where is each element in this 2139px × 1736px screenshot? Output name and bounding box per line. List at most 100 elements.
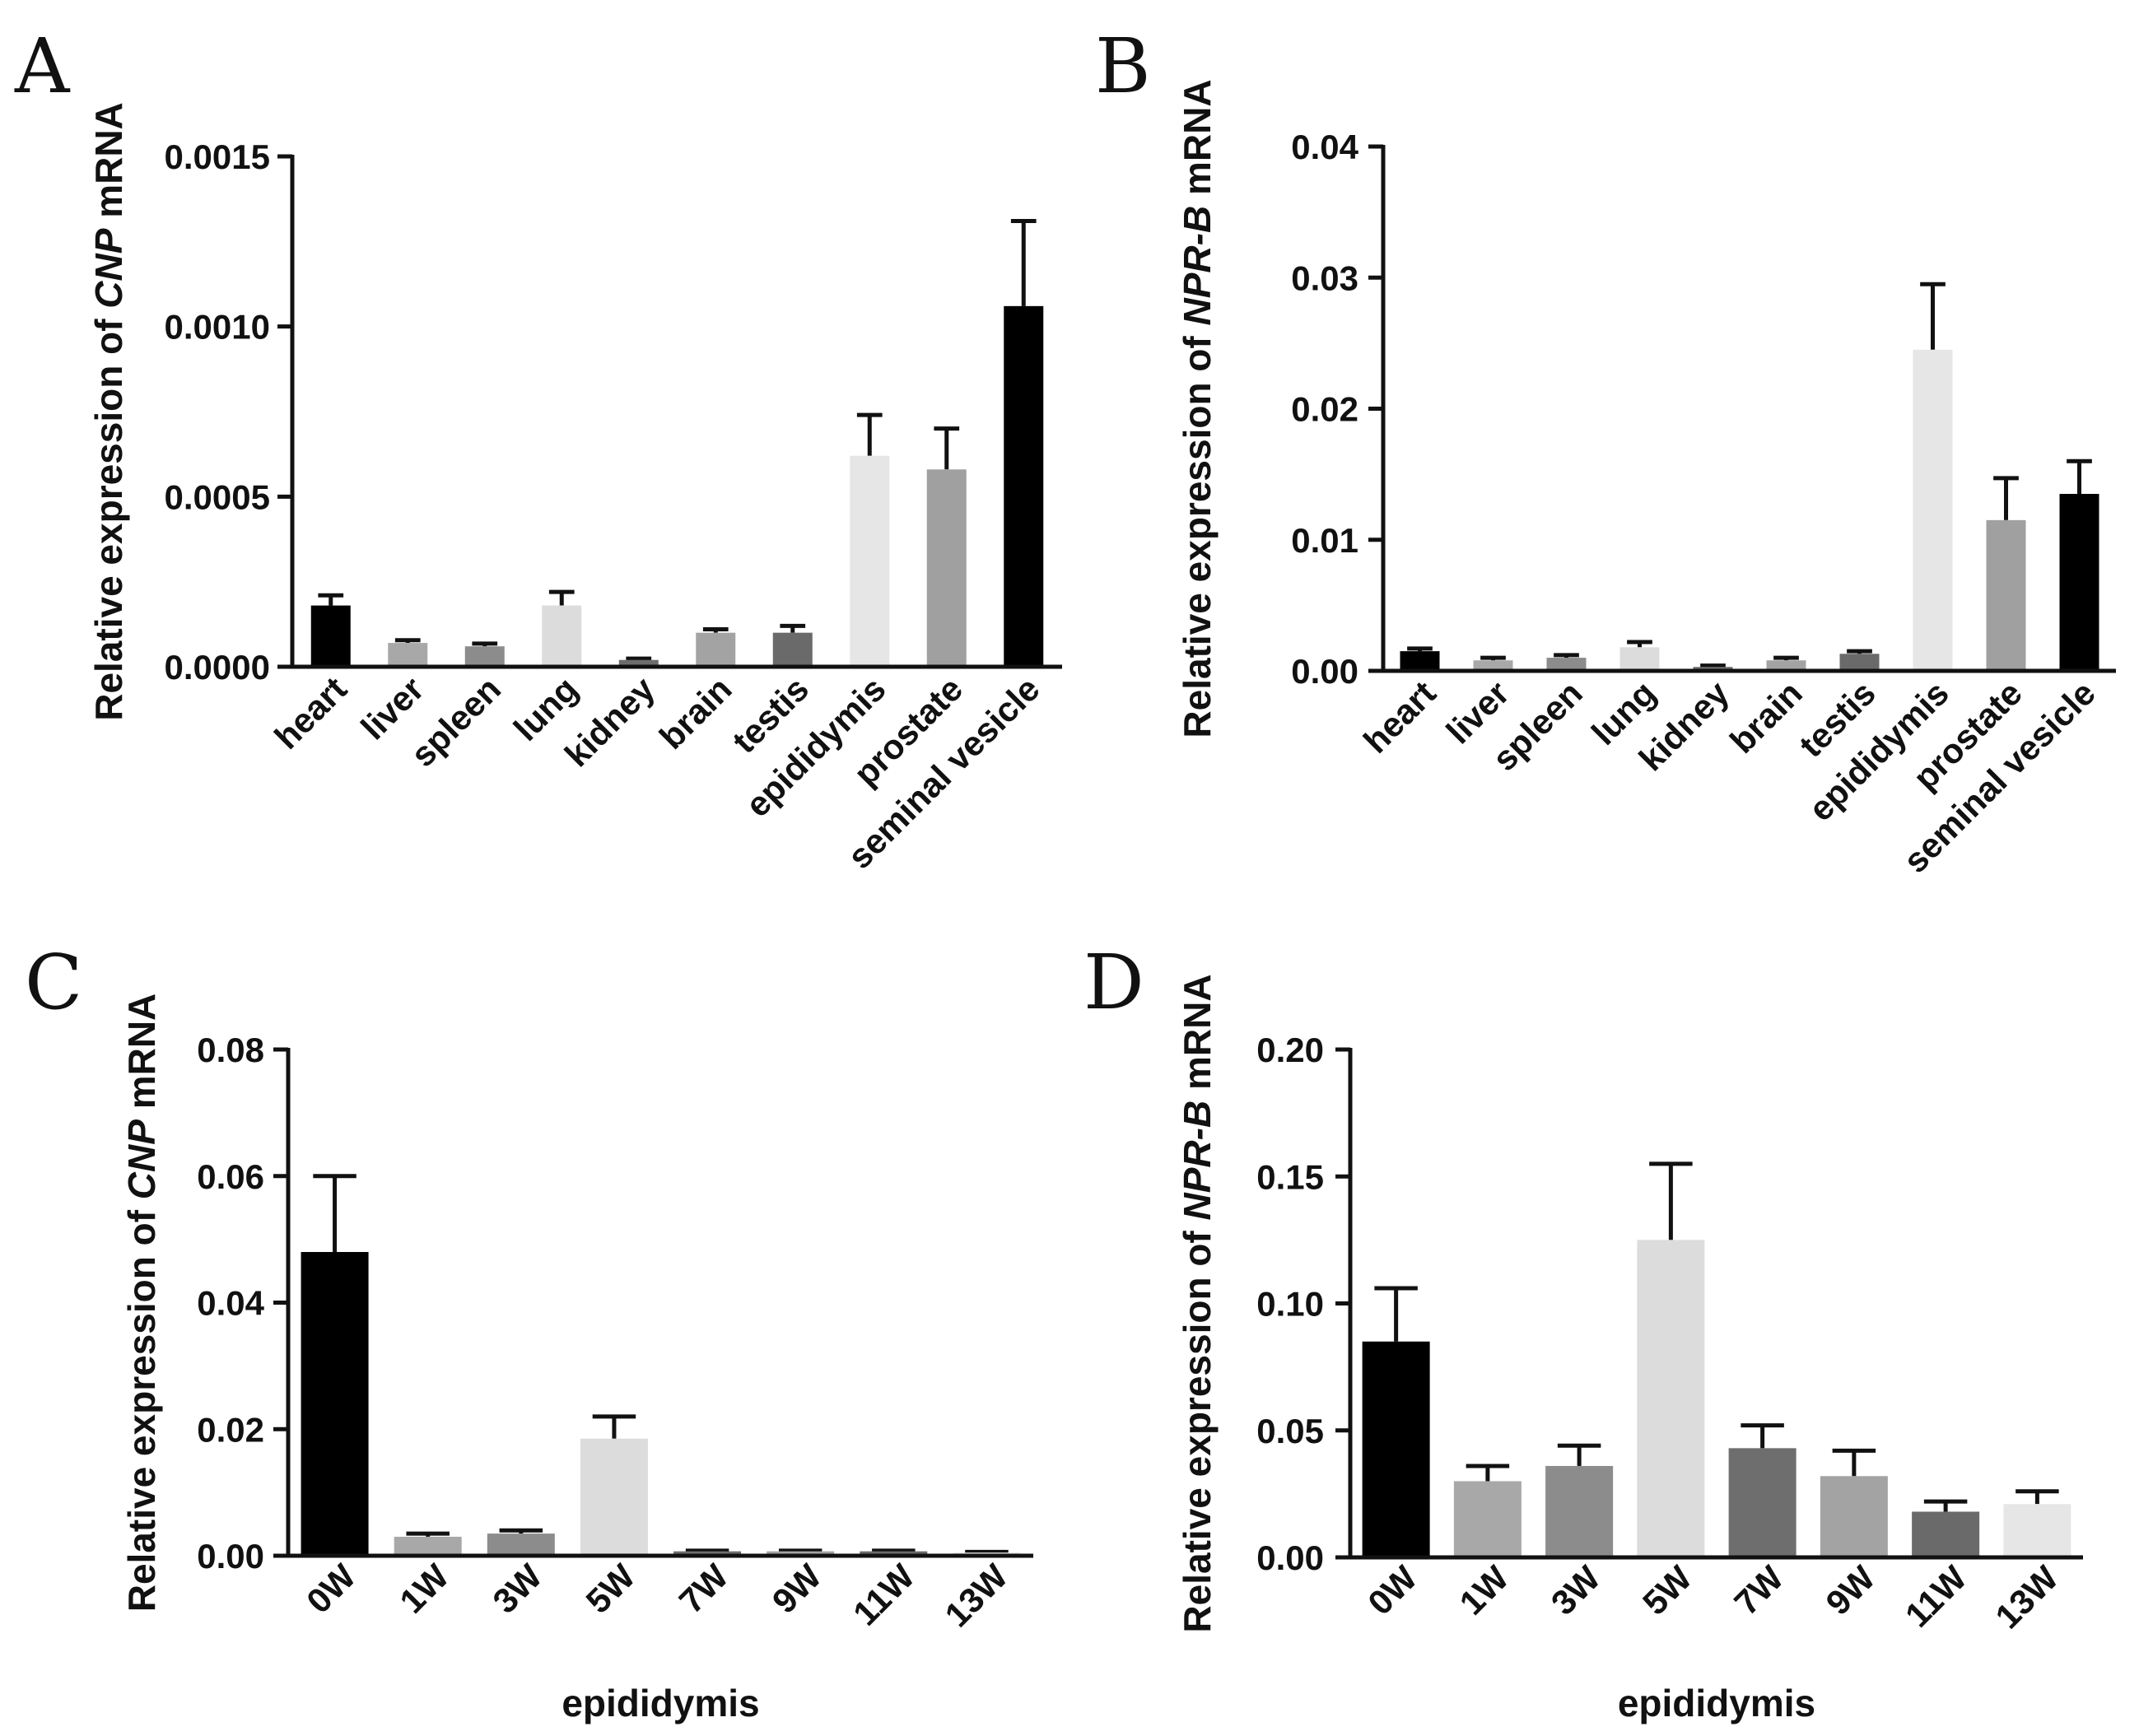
bar [772,632,813,667]
bar [673,1551,742,1556]
bar [850,455,890,667]
bar [618,659,659,667]
y-tick-label: 0.00 [1256,1538,1324,1577]
x-category-label: brain [652,669,739,756]
y-axis-title-suffix: mRNA [1176,974,1219,1100]
bar [696,632,736,667]
bar [310,605,351,667]
y-axis-title-prefix: Relative expression of [120,1199,163,1612]
x-category-label: 9W [765,1557,829,1621]
x-category-label: heart [1356,673,1443,761]
y-tick-label: 0.0000 [165,648,270,686]
bar [1545,1465,1614,1557]
x-category-label: 5W [579,1557,643,1621]
bar [2059,494,2099,671]
y-tick-label: 0.04 [1291,128,1358,166]
y-axis-title-prefix: Relative expression of [1176,325,1219,738]
bar [1766,660,1806,671]
y-axis-title-gene: CNP [120,1119,163,1199]
y-tick-label: 0.0005 [165,477,270,516]
panel-letter: A [14,22,71,110]
y-axis-title-gene: NPR-B [1176,206,1219,326]
bar [1004,305,1044,667]
y-tick-label: 0.03 [1291,258,1358,297]
panel-c: C Relative expression of CNP mRNA 0.00 0.02… [25,938,1033,1724]
x-category-label: 11W [1898,1558,1974,1635]
x-category-label: 3W [485,1557,549,1621]
bar [1400,651,1440,671]
bar [1619,647,1660,671]
y-axis-title: Relative expression of NPR-B mRNA [1176,974,1219,1632]
bar [464,646,505,667]
y-axis-title: Relative expression of CNP mRNA [87,102,130,721]
bar [394,1536,462,1556]
y-tick-label: 0.0010 [165,308,270,347]
bar [1362,1341,1430,1557]
bar [926,469,967,667]
x-category-label: brain [1722,673,1810,761]
y-tick-label: 0.06 [197,1157,264,1196]
x-category-label: 0W [299,1557,363,1621]
bar [1637,1240,1705,1557]
y-tick-label: 0.15 [1256,1157,1324,1196]
y-axis-title: Relative expression of NPR-B mRNA [1176,79,1219,738]
bar [1839,654,1880,671]
y-tick-label: 0.02 [197,1410,264,1449]
x-category-label: 7W [1727,1558,1791,1622]
y-axis-title-suffix: mRNA [120,994,163,1119]
bar [542,605,582,667]
x-axis-title: epididymis [562,1682,759,1724]
y-tick-label: 0.04 [197,1284,264,1323]
bar [580,1438,648,1556]
bar [1453,1481,1522,1557]
bar [301,1252,369,1556]
y-tick-label: 0.20 [1256,1031,1324,1069]
x-category-label: 13W [938,1557,1016,1635]
bar [2003,1504,2071,1557]
panel-letter: B [1095,22,1151,110]
x-category-label: 9W [1818,1558,1882,1622]
bar [1986,519,2026,671]
x-category-label: 7W [672,1557,736,1621]
x-category-label: heart [267,669,354,756]
x-category-label: 3W [1544,1558,1608,1622]
panel-letter: D [1083,938,1144,1026]
y-axis-title-gene: NPR-B [1176,1101,1219,1221]
y-axis-title-prefix: Relative expression of [1176,1220,1219,1632]
y-tick-label: 0.05 [1256,1412,1324,1450]
y-axis-title-gene: CNP [87,228,130,308]
y-tick-label: 0.0015 [165,137,270,176]
y-tick-label: 0.10 [1256,1285,1324,1324]
y-tick-label: 0.02 [1291,390,1358,429]
panel-d: D Relative expression of NPR-B mRNA 0.00 0.… [1083,938,2083,1724]
x-category-label: 1W [1452,1558,1516,1622]
bar [860,1551,928,1556]
y-axis-title-suffix: mRNA [87,102,130,228]
bar [767,1551,835,1556]
y-tick-label: 0.00 [1291,652,1358,691]
y-axis-title-prefix: Relative expression of [87,309,130,721]
x-category-label: 1W [392,1557,456,1621]
panel-a: A Relative expression of CNP mRNA 0.0000 0.… [14,22,1062,876]
bar [487,1534,555,1556]
y-tick-label: 0.08 [197,1031,264,1069]
bar [1912,1511,1980,1557]
x-category-label: 0W [1360,1558,1424,1622]
bar [1913,349,1953,671]
bar [388,643,428,667]
panel-letter: C [25,938,82,1026]
bar [1820,1476,1888,1557]
bar [1728,1448,1796,1557]
y-axis-title-suffix: mRNA [1176,79,1219,205]
bar [1473,660,1513,671]
y-axis-title: Relative expression of CNP mRNA [120,994,163,1613]
x-category-label: 5W [1635,1558,1699,1622]
y-tick-label: 0.00 [197,1537,264,1575]
x-category-label: 13W [1988,1558,2066,1636]
panel-b: B Relative expression of NPR-B mRNA 0.00 0.… [1095,22,2116,880]
bar [1546,658,1587,671]
y-tick-label: 0.01 [1291,521,1358,560]
x-axis-title: epididymis [1618,1682,1815,1724]
x-category-label: 11W [846,1557,922,1633]
